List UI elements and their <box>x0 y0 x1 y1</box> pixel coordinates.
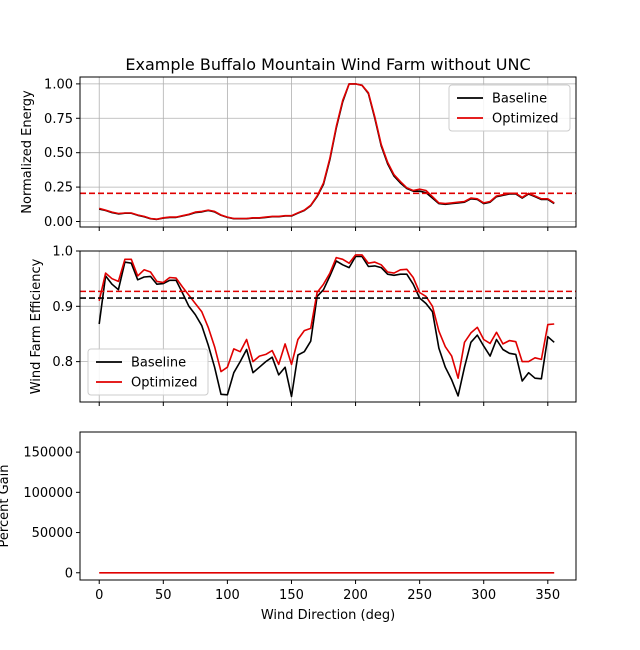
y-tick-label: 150000 <box>23 446 73 461</box>
plot-area <box>80 83 576 221</box>
legend: Baseline Optimized <box>448 84 571 132</box>
y-axis-label: Normalized Energy <box>20 90 35 214</box>
y-tick-label: 100000 <box>23 486 73 501</box>
x-tick-label: 0 <box>95 588 103 603</box>
axes-frame <box>79 250 577 403</box>
legend-label: Baseline <box>131 356 186 371</box>
x-tick-label: 50 <box>155 588 172 603</box>
x-tick-label: 150 <box>279 588 304 603</box>
x-tick-label: 100 <box>215 588 240 603</box>
y-tick-label: 0.75 <box>44 112 73 127</box>
y-tick-label: 0.8 <box>52 355 73 370</box>
legend-label: Optimized <box>131 376 198 391</box>
y-tick-label: 0.9 <box>52 300 73 315</box>
y-tick-label: 0 <box>65 566 73 581</box>
x-tick-label: 300 <box>471 588 496 603</box>
chart-title: Example Buffalo Mountain Wind Farm witho… <box>125 55 530 74</box>
axes-frame <box>79 76 577 228</box>
x-axis-label: Wind Direction (deg) <box>261 608 395 623</box>
y-tick-label: 1.0 <box>52 245 73 260</box>
legend-box <box>448 84 571 132</box>
series-line-optimized <box>98 83 555 220</box>
y-tick-label: 0.50 <box>44 146 73 161</box>
y-axis-label: Percent Gain <box>0 465 12 548</box>
y-axis-label: Wind Farm Efficiency <box>29 258 44 394</box>
panel-3: 0 50000 100000 150000 0 50 100 150 200 250 300 350 P… <box>0 431 577 623</box>
legend: Baseline Optimized <box>87 348 209 396</box>
x-tick-label: 200 <box>343 588 368 603</box>
y-tick-label: 0.00 <box>44 215 73 230</box>
x-tick-label: 250 <box>407 588 432 603</box>
series-line-optimized <box>98 254 555 380</box>
series-line-baseline <box>98 255 555 398</box>
y-tick-label: 0.25 <box>44 181 73 196</box>
axes-frame <box>79 431 577 581</box>
legend-box <box>87 348 209 396</box>
plot-area <box>80 254 576 398</box>
panel-2: 0.8 0.9 1.0 Wind Farm Efficiency Baseline Opt… <box>29 245 577 406</box>
x-tick-label: 350 <box>535 588 560 603</box>
y-tick-label: 1.00 <box>44 77 73 92</box>
y-tick-label: 50000 <box>32 526 73 541</box>
legend-label: Baseline <box>492 92 547 107</box>
panel-1: 0.00 0.25 0.50 0.75 1.00 Example Buffalo Moun… <box>20 55 577 231</box>
legend-label: Optimized <box>492 112 559 127</box>
